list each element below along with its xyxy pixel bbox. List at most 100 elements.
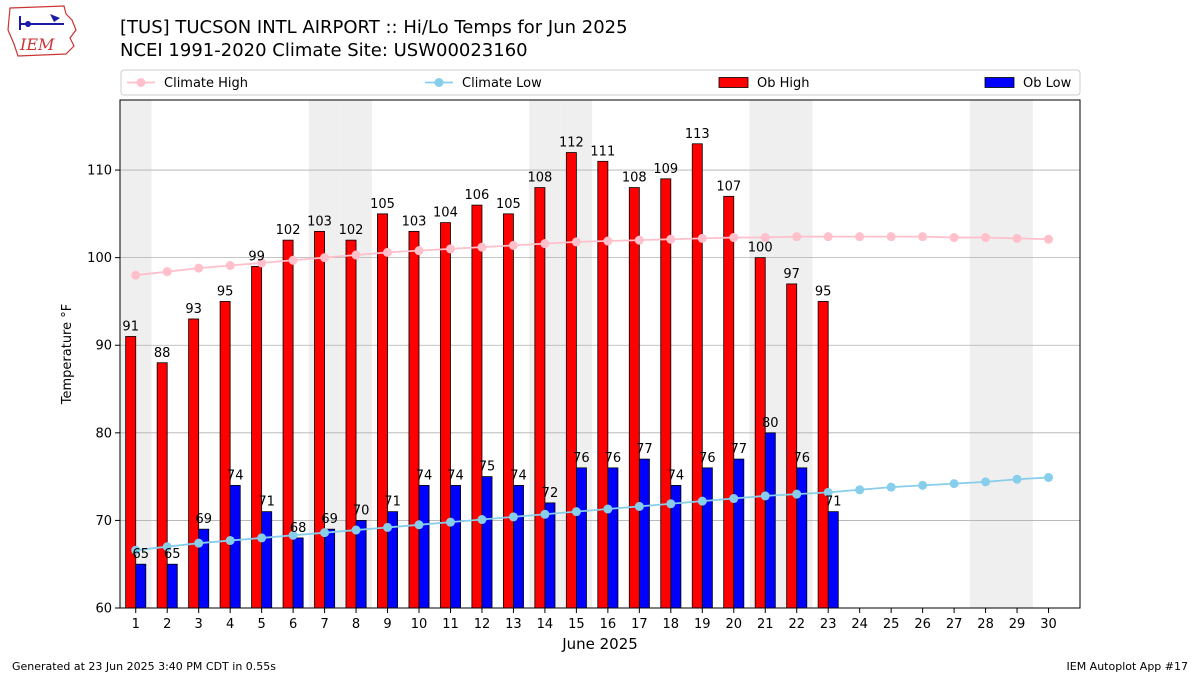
ob-low-bar-2 xyxy=(166,563,178,609)
climate-high-point-5 xyxy=(257,258,267,268)
ob-low-bar-7 xyxy=(324,528,336,609)
climate-high-point-26 xyxy=(918,232,928,242)
weekend-shade-28 xyxy=(969,100,1002,608)
ob-low-bar-22 xyxy=(796,467,808,609)
climate-low-point-24 xyxy=(855,485,865,495)
legend: Climate High Climate Low Ob High Ob Low xyxy=(120,69,1081,96)
ob-high-bar-17 xyxy=(628,187,640,609)
climate-low-point-17 xyxy=(634,501,644,511)
ob-high-label-3: 93 xyxy=(185,302,202,317)
ob-low-label-4: 74 xyxy=(227,468,244,483)
x-tick-label-9: 9 xyxy=(383,617,391,632)
ob-low-bar-5 xyxy=(261,511,273,609)
x-tick-label-17: 17 xyxy=(631,617,648,632)
ob-high-bar-15 xyxy=(565,152,577,609)
x-tick-label-29: 29 xyxy=(1009,617,1026,632)
ob-low-label-8: 70 xyxy=(353,503,370,518)
x-tick-label-26: 26 xyxy=(914,617,931,632)
climate-high-point-6 xyxy=(288,255,298,265)
climate-high-point-7 xyxy=(320,253,330,263)
climate-low-point-2 xyxy=(162,542,172,552)
ob-low-bar-15 xyxy=(575,467,587,609)
climate-low-point-9 xyxy=(383,522,393,532)
climate-high-point-9 xyxy=(383,247,393,257)
climate-high-point-13 xyxy=(508,240,518,250)
climate-high-point-4 xyxy=(225,261,235,271)
x-tick-label-24: 24 xyxy=(851,617,868,632)
ob-high-label-6: 102 xyxy=(276,223,301,238)
ob-high-label-15: 112 xyxy=(559,136,584,151)
ob-low-bar-21 xyxy=(764,432,776,609)
climate-low-point-21 xyxy=(760,491,770,501)
ob-high-label-8: 102 xyxy=(339,223,364,238)
x-axis-label: June 2025 xyxy=(561,635,638,653)
ob-high-bar-5 xyxy=(251,266,263,609)
ob-low-bar-14 xyxy=(544,502,556,609)
ob-high-bar-12 xyxy=(471,204,483,609)
ob-high-label-16: 111 xyxy=(590,144,615,159)
weekend-shade-29 xyxy=(1001,100,1033,608)
ob-high-bar-1 xyxy=(125,336,137,609)
x-tick-label-8: 8 xyxy=(352,617,360,632)
legend-ob-low-swatch xyxy=(984,77,1015,88)
x-tick-label-22: 22 xyxy=(788,617,805,632)
x-tick-label-27: 27 xyxy=(946,617,963,632)
ob-low-label-13: 74 xyxy=(510,468,527,483)
ob-low-label-23: 71 xyxy=(825,495,842,510)
ob-high-bar-13 xyxy=(502,213,514,609)
x-tick-label-15: 15 xyxy=(568,617,585,632)
ob-low-label-5: 71 xyxy=(258,495,275,510)
x-tick-label-16: 16 xyxy=(600,617,617,632)
ob-high-label-20: 107 xyxy=(716,179,741,194)
climate-high-point-20 xyxy=(729,233,739,243)
ob-high-label-2: 88 xyxy=(154,346,171,361)
ob-high-label-7: 103 xyxy=(307,214,332,229)
ob-low-label-7: 69 xyxy=(321,512,338,527)
climate-high-point-23 xyxy=(823,232,833,242)
ob-low-label-14: 72 xyxy=(542,486,559,501)
ob-high-label-11: 104 xyxy=(433,206,458,221)
climate-high-point-15 xyxy=(571,237,581,247)
y-tick-label-80: 80 xyxy=(95,426,112,441)
ob-low-label-20: 77 xyxy=(731,442,748,457)
climate-low-point-1 xyxy=(131,545,141,555)
climate-high-point-3 xyxy=(194,263,204,273)
ob-high-label-14: 108 xyxy=(527,171,552,186)
legend-climate-high-marker xyxy=(136,78,146,87)
x-tick-label-4: 4 xyxy=(226,617,234,632)
ob-low-bar-23 xyxy=(827,511,839,609)
legend-climate-low-label: Climate Low xyxy=(462,76,542,91)
ob-low-label-11: 74 xyxy=(447,468,464,483)
x-tick-label-19: 19 xyxy=(694,617,711,632)
ob-high-label-12: 106 xyxy=(465,188,490,203)
climate-high-point-1 xyxy=(131,270,141,280)
climate-high-point-25 xyxy=(886,232,896,242)
ob-low-label-1: 65 xyxy=(133,547,150,562)
ob-high-bar-10 xyxy=(408,230,420,609)
climate-low-point-25 xyxy=(886,482,896,492)
climate-high-point-2 xyxy=(162,267,172,277)
legend-climate-high-label: Climate High xyxy=(164,76,248,91)
ob-high-bar-4 xyxy=(219,301,231,609)
ob-low-label-6: 68 xyxy=(290,521,307,536)
ob-low-bar-20 xyxy=(733,458,745,609)
climate-low-point-23 xyxy=(823,487,833,497)
climate-high-point-8 xyxy=(351,250,361,260)
ob-low-bar-4 xyxy=(229,484,241,609)
x-tick-label-1: 1 xyxy=(132,617,140,632)
x-tick-label-14: 14 xyxy=(537,617,554,632)
climate-low-point-14 xyxy=(540,509,550,519)
climate-high-point-28 xyxy=(981,233,991,243)
climate-low-point-5 xyxy=(257,533,267,543)
ob-high-bar-20 xyxy=(723,195,735,609)
y-tick-label-90: 90 xyxy=(95,339,112,354)
x-tick-label-2: 2 xyxy=(163,617,171,632)
ob-high-bar-2 xyxy=(156,362,168,609)
ob-low-bar-11 xyxy=(450,484,461,609)
climate-high-point-27 xyxy=(949,233,959,243)
climate-high-point-18 xyxy=(666,234,676,244)
ob-low-bar-10 xyxy=(418,484,430,609)
data-labels: 91 88 93 95 99 102 103 102 105 103 104 106 105 108 112… xyxy=(122,127,841,562)
ob-low-label-16: 76 xyxy=(605,451,622,466)
